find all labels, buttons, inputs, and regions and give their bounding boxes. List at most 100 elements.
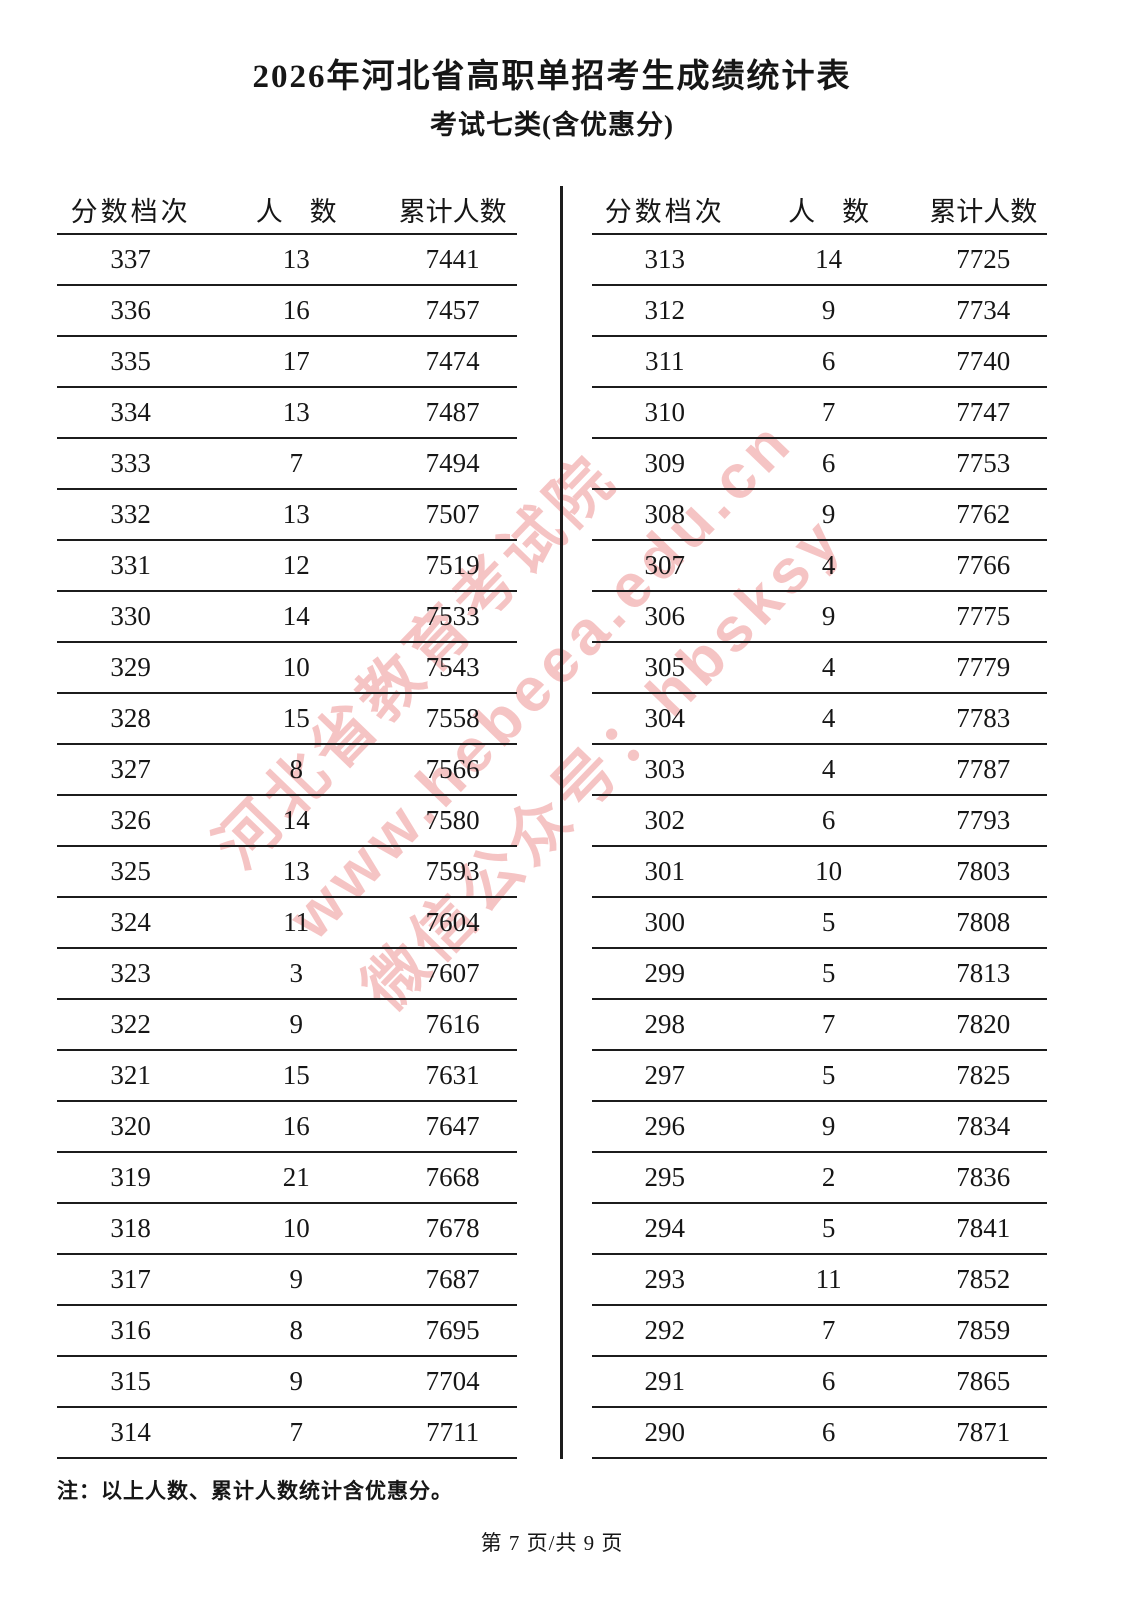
cumulative-cell: 7859 — [919, 1304, 1047, 1357]
score-level-cell: 337 — [57, 233, 205, 286]
score-level-cell: 293 — [592, 1253, 738, 1306]
page-title: 2026年河北省高职单招考生成绩统计表 — [252, 59, 852, 95]
header-count: 人 数 — [737, 185, 920, 235]
score-level-cell: 322 — [57, 998, 205, 1051]
table-row: 317 9 7687 — [57, 1253, 517, 1306]
score-level-cell: 324 — [57, 896, 205, 949]
count-cell: 13 — [204, 233, 389, 286]
table-row: 306 9 7775 — [592, 590, 1047, 643]
score-level-cell: 301 — [592, 845, 738, 898]
table-row: 321 15 7631 — [57, 1049, 517, 1102]
table-row: 310 7 7747 — [592, 386, 1047, 439]
score-level-cell: 326 — [57, 794, 205, 847]
cumulative-cell: 7647 — [388, 1100, 517, 1153]
count-cell: 6 — [737, 1406, 920, 1459]
cumulative-cell: 7779 — [919, 641, 1047, 694]
table-row: 290 6 7871 — [592, 1406, 1047, 1459]
header-cumulative: 累计人数 — [919, 185, 1047, 235]
count-cell: 6 — [737, 794, 920, 847]
score-level-cell: 303 — [592, 743, 738, 796]
page-number: 第 7 页/共 9 页 — [480, 1530, 624, 1555]
cumulative-cell: 7836 — [919, 1151, 1047, 1204]
cumulative-cell: 7803 — [919, 845, 1047, 898]
count-cell: 14 — [204, 794, 389, 847]
table-row: 320 16 7647 — [57, 1100, 517, 1153]
cumulative-cell: 7734 — [919, 284, 1047, 337]
cumulative-cell: 7762 — [919, 488, 1047, 541]
cumulative-cell: 7820 — [919, 998, 1047, 1051]
score-level-cell: 320 — [57, 1100, 205, 1153]
cumulative-cell: 7457 — [388, 284, 517, 337]
cumulative-cell: 7566 — [388, 743, 517, 796]
score-level-cell: 291 — [592, 1355, 738, 1408]
tables-divider — [560, 185, 563, 1459]
score-level-cell: 323 — [57, 947, 205, 1000]
cumulative-cell: 7507 — [388, 488, 517, 541]
count-cell: 7 — [737, 1304, 920, 1357]
count-cell: 17 — [204, 335, 389, 388]
count-cell: 6 — [737, 437, 920, 490]
count-cell: 13 — [204, 845, 389, 898]
table-row: 325 13 7593 — [57, 845, 517, 898]
score-level-cell: 299 — [592, 947, 738, 1000]
cumulative-cell: 7441 — [388, 233, 517, 286]
cumulative-cell: 7604 — [388, 896, 517, 949]
score-level-cell: 309 — [592, 437, 738, 490]
cumulative-cell: 7533 — [388, 590, 517, 643]
table-row: 298 7 7820 — [592, 998, 1047, 1051]
table-row: 323 3 7607 — [57, 947, 517, 1000]
table-row: 331 12 7519 — [57, 539, 517, 592]
count-cell: 11 — [737, 1253, 920, 1306]
cumulative-cell: 7519 — [388, 539, 517, 592]
table-row: 307 4 7766 — [592, 539, 1047, 592]
score-level-cell: 328 — [57, 692, 205, 745]
table-row: 315 9 7704 — [57, 1355, 517, 1408]
table-row: 318 10 7678 — [57, 1202, 517, 1255]
table-row: 295 2 7836 — [592, 1151, 1047, 1204]
table-row: 296 9 7834 — [592, 1100, 1047, 1153]
count-cell: 5 — [737, 896, 920, 949]
table-row: 305 4 7779 — [592, 641, 1047, 694]
cumulative-cell: 7825 — [919, 1049, 1047, 1102]
count-cell: 7 — [737, 998, 920, 1051]
count-cell: 21 — [204, 1151, 389, 1204]
score-level-cell: 336 — [57, 284, 205, 337]
table-row: 299 5 7813 — [592, 947, 1047, 1000]
score-level-cell: 294 — [592, 1202, 738, 1255]
score-level-cell: 307 — [592, 539, 738, 592]
count-cell: 10 — [204, 1202, 389, 1255]
table-row: 334 13 7487 — [57, 386, 517, 439]
score-level-cell: 334 — [57, 386, 205, 439]
table-row: 322 9 7616 — [57, 998, 517, 1051]
page-content: 2026年河北省高职单招考生成绩统计表 考试七类(含优惠分) 分数档次 人 数 … — [57, 60, 1047, 1557]
score-table-left: 分数档次 人 数 累计人数 337 13 7441 336 16 7457 335 17 747… — [57, 185, 517, 1459]
count-cell: 14 — [204, 590, 389, 643]
score-level-cell: 314 — [57, 1406, 205, 1459]
header-score-level: 分数档次 — [592, 185, 738, 235]
count-cell: 9 — [737, 1100, 920, 1153]
cumulative-cell: 7753 — [919, 437, 1047, 490]
cumulative-cell: 7494 — [388, 437, 517, 490]
score-level-cell: 321 — [57, 1049, 205, 1102]
score-level-cell: 317 — [57, 1253, 205, 1306]
score-level-cell: 304 — [592, 692, 738, 745]
cumulative-cell: 7747 — [919, 386, 1047, 439]
table-row: 316 8 7695 — [57, 1304, 517, 1357]
score-level-cell: 297 — [592, 1049, 738, 1102]
cumulative-cell: 7775 — [919, 590, 1047, 643]
count-cell: 14 — [737, 233, 920, 286]
count-cell: 6 — [737, 1355, 920, 1408]
count-cell: 10 — [737, 845, 920, 898]
cumulative-cell: 7487 — [388, 386, 517, 439]
table-row: 303 4 7787 — [592, 743, 1047, 796]
cumulative-cell: 7865 — [919, 1355, 1047, 1408]
score-level-cell: 290 — [592, 1406, 738, 1459]
score-level-cell: 305 — [592, 641, 738, 694]
score-level-cell: 313 — [592, 233, 738, 286]
count-cell: 11 — [204, 896, 389, 949]
table-row: 311 6 7740 — [592, 335, 1047, 388]
cumulative-cell: 7580 — [388, 794, 517, 847]
score-tables: 分数档次 人 数 累计人数 337 13 7441 336 16 7457 335 17 747… — [57, 185, 1047, 1459]
cumulative-cell: 7607 — [388, 947, 517, 1000]
header-row: 分数档次 人 数 累计人数 — [57, 185, 517, 235]
